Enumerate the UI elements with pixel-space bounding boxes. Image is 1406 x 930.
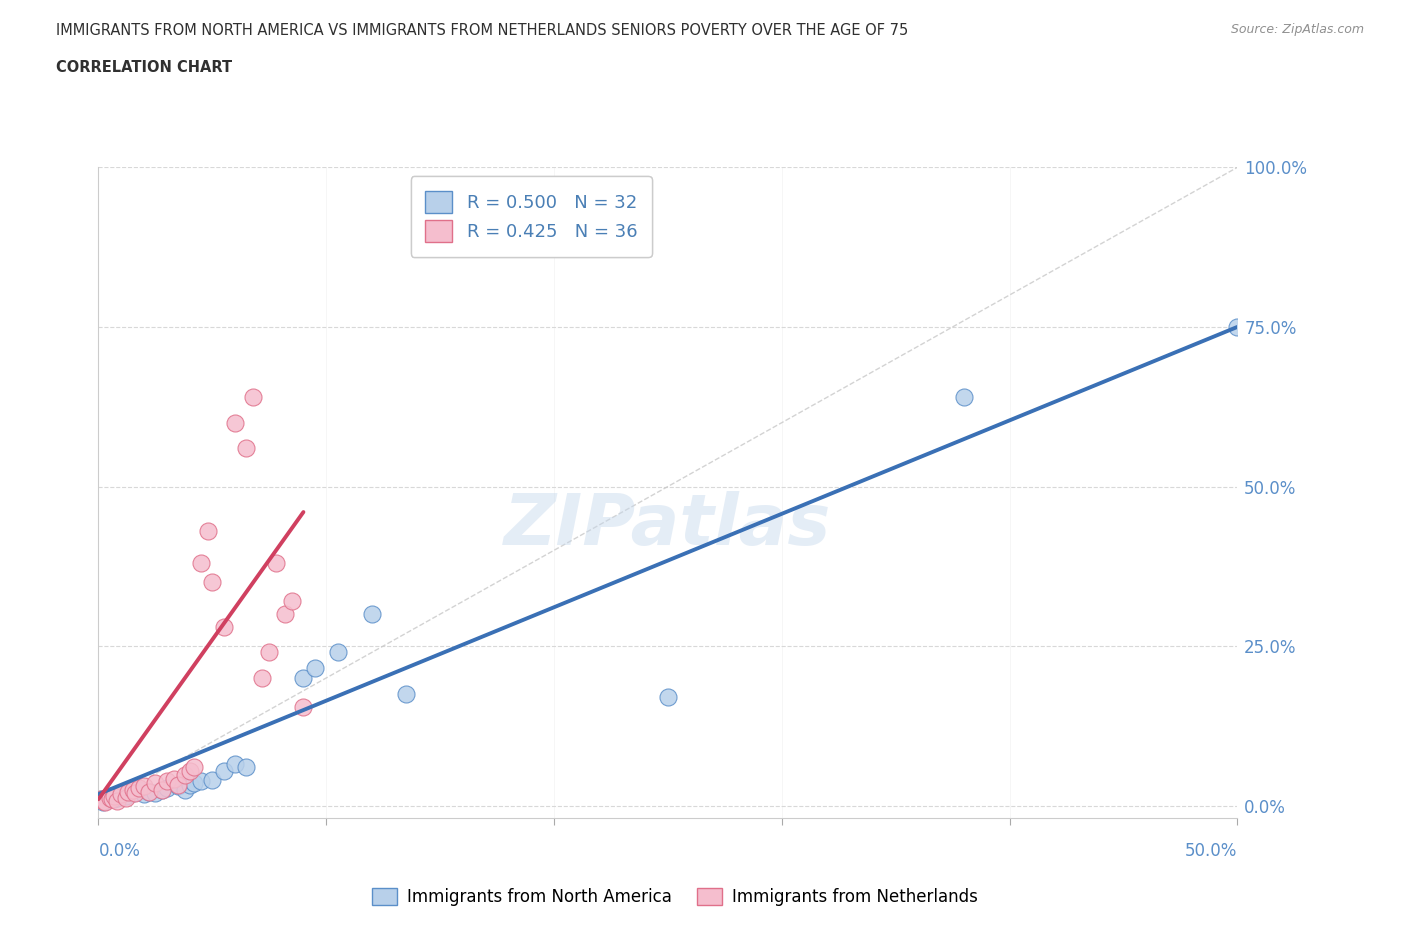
Point bbox=[281, 594, 304, 609]
Point bbox=[91, 795, 114, 810]
Point bbox=[274, 606, 297, 621]
Point bbox=[197, 524, 219, 538]
Point bbox=[132, 779, 155, 794]
Point bbox=[114, 789, 136, 804]
Point bbox=[242, 390, 264, 405]
Point bbox=[304, 661, 326, 676]
Point bbox=[90, 791, 112, 806]
Point bbox=[128, 780, 150, 795]
Point bbox=[105, 790, 128, 805]
Legend: R = 0.500   N = 32, R = 0.425   N = 36: R = 0.500 N = 32, R = 0.425 N = 36 bbox=[411, 177, 652, 257]
Legend: Immigrants from North America, Immigrants from Netherlands: Immigrants from North America, Immigrant… bbox=[366, 881, 984, 912]
Point bbox=[292, 699, 315, 714]
Point bbox=[101, 791, 124, 806]
Point bbox=[98, 789, 121, 804]
Point bbox=[94, 793, 117, 808]
Point bbox=[167, 777, 190, 792]
Point bbox=[953, 390, 976, 405]
Point bbox=[145, 786, 167, 801]
Point bbox=[94, 795, 117, 810]
Point bbox=[292, 671, 315, 685]
Point bbox=[190, 774, 212, 789]
Point bbox=[98, 790, 121, 805]
Point bbox=[1226, 320, 1249, 335]
Point bbox=[150, 782, 173, 797]
Point bbox=[103, 789, 125, 804]
Text: ZIPatlas: ZIPatlas bbox=[505, 491, 831, 560]
Point bbox=[145, 776, 167, 790]
Point bbox=[259, 645, 281, 660]
Point bbox=[150, 782, 173, 797]
Text: CORRELATION CHART: CORRELATION CHART bbox=[56, 60, 232, 75]
Point bbox=[326, 645, 349, 660]
Point bbox=[103, 791, 125, 806]
Point bbox=[224, 757, 246, 772]
Point bbox=[179, 764, 201, 778]
Point bbox=[138, 784, 160, 799]
Point bbox=[179, 777, 201, 792]
Point bbox=[156, 780, 179, 795]
Text: 0.0%: 0.0% bbox=[98, 842, 141, 859]
Text: Source: ZipAtlas.com: Source: ZipAtlas.com bbox=[1230, 23, 1364, 36]
Point bbox=[201, 575, 224, 590]
Point bbox=[128, 782, 150, 797]
Text: IMMIGRANTS FROM NORTH AMERICA VS IMMIGRANTS FROM NETHERLANDS SENIORS POVERTY OVE: IMMIGRANTS FROM NORTH AMERICA VS IMMIGRA… bbox=[56, 23, 908, 38]
Point bbox=[114, 790, 136, 805]
Point bbox=[360, 606, 382, 621]
Point bbox=[121, 786, 143, 801]
Point bbox=[156, 774, 179, 789]
Point bbox=[190, 555, 212, 570]
Point bbox=[91, 793, 114, 808]
Point bbox=[201, 773, 224, 788]
Point bbox=[395, 686, 418, 701]
Point bbox=[167, 779, 190, 794]
Point bbox=[132, 787, 155, 802]
Text: 50.0%: 50.0% bbox=[1185, 842, 1237, 859]
Point bbox=[90, 791, 112, 806]
Point bbox=[183, 776, 205, 790]
Point bbox=[174, 782, 197, 797]
Point bbox=[110, 787, 132, 802]
Point bbox=[657, 690, 679, 705]
Point bbox=[212, 619, 235, 634]
Point bbox=[235, 441, 257, 456]
Point bbox=[124, 786, 146, 801]
Point bbox=[162, 771, 184, 786]
Point bbox=[264, 555, 287, 570]
Point bbox=[174, 767, 197, 782]
Point bbox=[138, 784, 160, 799]
Point bbox=[117, 784, 139, 799]
Point bbox=[224, 416, 246, 431]
Point bbox=[212, 764, 235, 778]
Point bbox=[183, 760, 205, 775]
Point bbox=[121, 782, 143, 797]
Point bbox=[235, 760, 257, 775]
Point bbox=[252, 671, 274, 685]
Point bbox=[105, 793, 128, 808]
Point bbox=[110, 787, 132, 802]
